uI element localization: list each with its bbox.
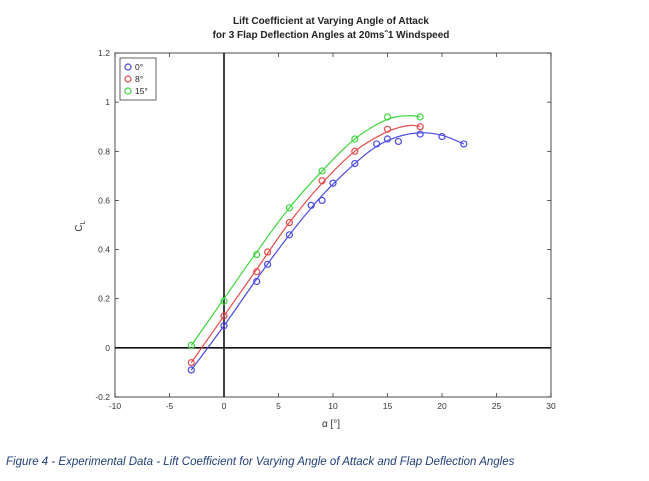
chart-title-line-1: Lift Coefficient at Varying Angle of Att… [233,16,429,27]
x-tick-label: 10 [328,401,338,411]
series-0-deg-point [285,231,293,239]
series-15-deg-point [416,113,424,121]
y-tick-label: 1.2 [98,48,110,58]
series-0-deg-point [438,132,446,141]
series-8-deg-point [416,123,424,131]
x-tick-label: -5 [166,401,174,411]
x-tick-label: 0 [222,401,227,411]
y-axis-label: CL [74,220,87,231]
x-tick-label: 15 [383,401,393,411]
series-0-deg-point [373,140,381,148]
series-15-deg-point [187,341,195,349]
series-15-deg-point [383,113,392,121]
series-0-deg-point [329,179,337,187]
series-15-deg-point [351,135,359,143]
series-8-deg-point [383,125,392,133]
figure-caption: Figure 4 - Experimental Data - Lift Coef… [6,456,515,468]
chart-title-line-2: for 3 Flap Deflection Angles at 20msˆ1 W… [213,30,450,41]
x-tick-label: 30 [546,401,556,411]
series-0-deg-point [318,196,326,205]
y-tick-label: -0.2 [95,392,110,402]
legend-label: 0° [135,62,143,72]
series-0-deg-point [394,137,402,146]
series-0-deg-point [416,130,424,138]
series-0-deg-point [307,201,315,209]
series-0-deg-point [460,140,468,148]
series-0-deg-point [253,277,261,286]
y-axis-label-main: C [74,224,85,231]
x-tick-label: 25 [492,401,502,411]
x-tick-label: -10 [109,401,122,411]
legend-label: 8° [135,74,143,84]
series-0-deg-point [383,135,392,143]
series-0-deg-curve [190,132,465,371]
legend-marker [124,75,132,83]
legend-label: 15° [135,86,148,96]
series-15-deg-point [220,297,228,305]
x-tick-label: 5 [276,401,281,411]
legend-marker [124,87,132,95]
plot-area: -10 -5 0 5 10 15 20 25 30 -0.2 0 0.2 0.4 0.6 0.8 1 1.2 0°… [95,48,556,411]
y-tick-label: 0.6 [98,195,110,205]
y-axis-label-subscript: L [80,220,87,224]
series-8-deg-point [187,359,195,367]
x-tick-label: 20 [437,401,447,411]
lift-coefficient-chart: Lift Coefficient at Varying Angle of Att… [74,16,556,430]
legend-marker [124,63,132,71]
series-8-deg-point [285,218,293,227]
series-8-deg-point [220,312,228,320]
series-0-deg-point [264,260,272,268]
series-15-deg-curve [190,114,421,346]
series-8-deg-point [318,177,326,185]
plot-frame [114,52,552,398]
y-tick-label: 0 [105,343,110,353]
series-8-deg-point [351,147,359,155]
series-15-deg-point [318,167,326,175]
series-8-deg-point [253,268,261,276]
series-15-deg-point [253,250,261,259]
x-axis-label: α [°] [322,419,340,430]
y-tick-label: 1 [105,97,110,107]
y-tick-label: 0.4 [98,245,110,255]
series-0-deg-point [351,159,359,168]
series-0-deg-point [220,322,228,330]
series-0-deg-point [187,366,195,374]
series-8-deg-point [264,248,272,256]
series-15-deg-point [285,204,293,212]
y-tick-label: 0.8 [98,146,110,156]
y-tick-label: 0.2 [98,294,110,304]
